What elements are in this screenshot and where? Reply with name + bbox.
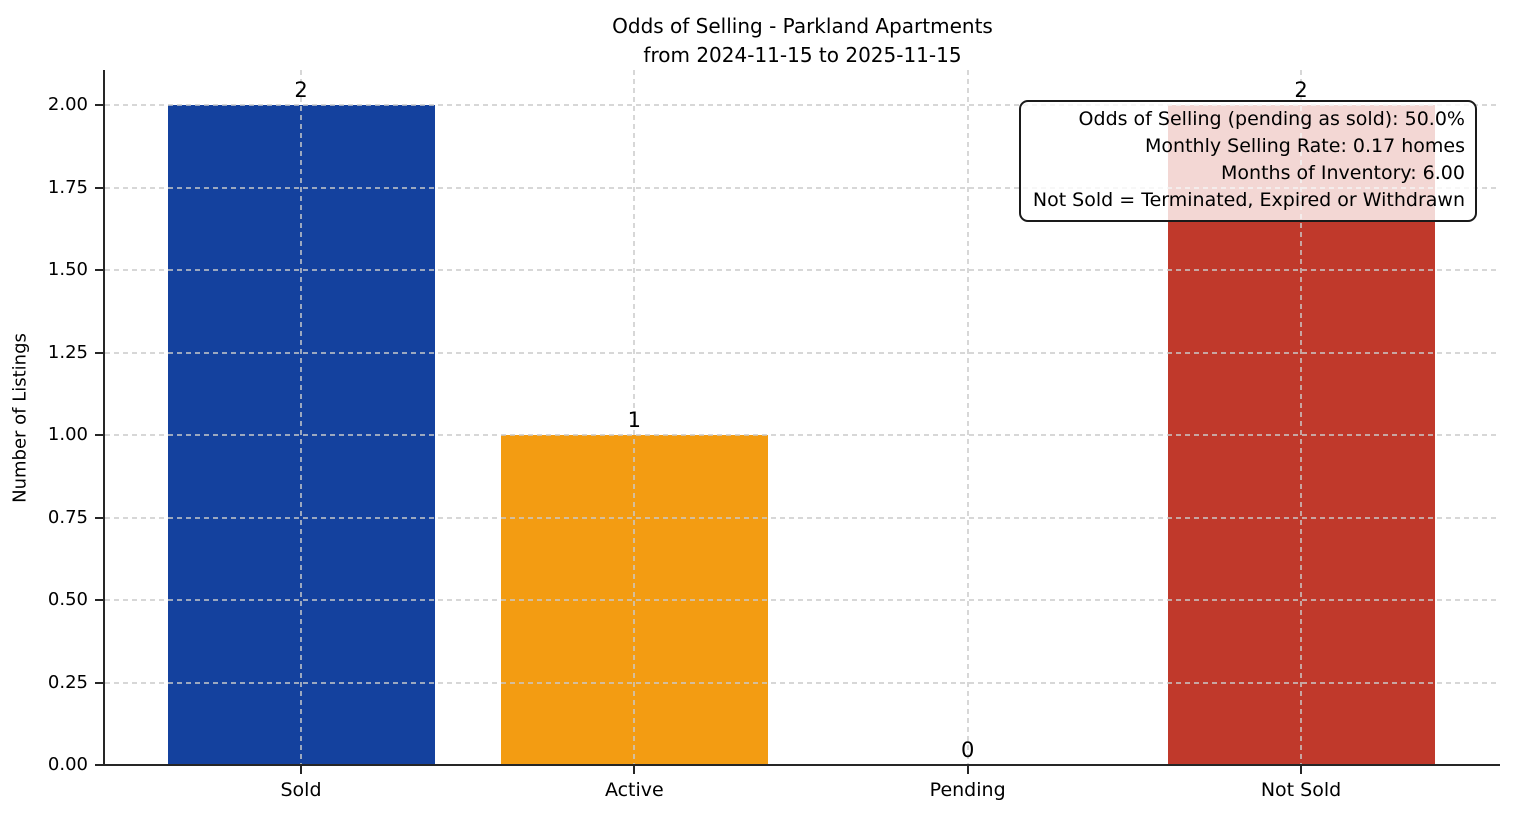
- y-tick-label: 1.00: [47, 424, 88, 445]
- stats-annotation-box: Odds of Selling (pending as sold): 50.0%…: [1018, 100, 1477, 222]
- y-axis-spine: [103, 70, 105, 766]
- x-tick-label-not-sold: Not Sold: [1260, 779, 1342, 801]
- annotation-line-monthly-rate: Monthly Selling Rate: 0.17 homes: [1145, 135, 1465, 157]
- y-tick-label: 1.25: [47, 341, 88, 363]
- h-gridline: [105, 516, 1500, 519]
- y-tick-label: 0.00: [47, 754, 88, 775]
- y-tick-mark: [95, 599, 103, 601]
- y-tick-label: 0.50: [47, 589, 88, 610]
- y-tick-label: 2.00: [47, 94, 88, 115]
- y-tick-mark: [95, 186, 103, 189]
- y-tick-mark: [95, 104, 103, 106]
- annotation-line-inventory: Months of Inventory: 6.00: [1221, 162, 1465, 184]
- chart-title: Odds of Selling - Parkland Apartments: [612, 14, 993, 38]
- annotation-line-odds: Odds of Selling (pending as sold): 50.0%: [1078, 108, 1465, 130]
- y-tick-mark: [95, 516, 103, 519]
- v-gridline: [633, 70, 636, 765]
- h-gridline: [105, 186, 1500, 189]
- y-tick-mark: [95, 351, 103, 354]
- x-axis-spine: [102, 764, 1500, 766]
- x-tick-label-pending: Pending: [929, 779, 1006, 801]
- y-tick-mark: [95, 434, 103, 436]
- chart-subtitle: from 2024-11-15 to 2025-11-15: [643, 43, 962, 67]
- bar-value-label: 0: [960, 738, 975, 762]
- v-gridline: [966, 70, 969, 765]
- y-tick-label: 0.25: [47, 671, 88, 693]
- h-gridline: [105, 104, 1500, 106]
- y-tick-mark: [95, 764, 103, 766]
- x-tick-mark: [300, 766, 302, 774]
- x-tick-mark: [1300, 766, 1302, 774]
- x-tick-mark: [966, 766, 969, 774]
- y-tick-mark: [95, 269, 103, 271]
- x-tick-label-sold: Sold: [280, 779, 322, 801]
- bar-value-label: 2: [294, 78, 308, 102]
- v-gridline: [300, 70, 302, 765]
- x-tick-label-active: Active: [604, 779, 664, 801]
- x-tick-mark: [633, 766, 636, 774]
- h-gridline: [105, 351, 1500, 354]
- chart-title-block: Odds of Selling - Parkland Apartments fr…: [105, 12, 1500, 70]
- h-gridline: [105, 269, 1500, 271]
- v-gridline: [1300, 70, 1302, 765]
- y-tick-label: 1.50: [47, 259, 88, 280]
- y-tick-mark: [95, 681, 103, 684]
- bar-value-label: 2: [1294, 78, 1308, 102]
- annotation-line-not-sold-note: Not Sold = Terminated, Expired or Withdr…: [1032, 189, 1465, 211]
- y-tick-label: 1.75: [47, 176, 88, 198]
- h-gridline: [105, 681, 1500, 684]
- bar-value-label: 1: [627, 408, 642, 432]
- h-gridline: [105, 599, 1500, 601]
- y-tick-label: 0.75: [47, 506, 88, 528]
- h-gridline: [105, 434, 1500, 436]
